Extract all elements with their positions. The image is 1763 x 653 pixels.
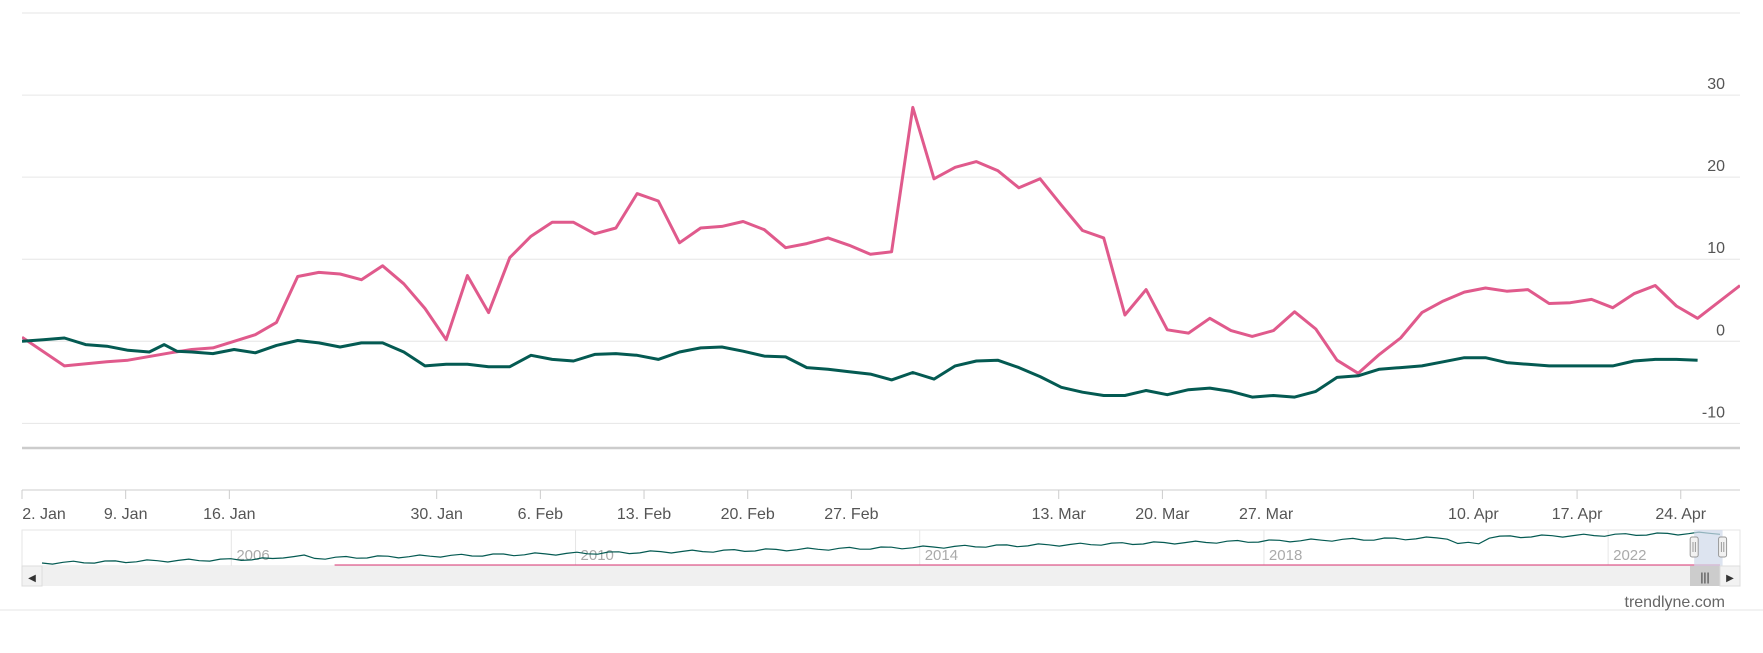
x-tick-label: 9. Jan bbox=[104, 506, 148, 523]
y-tick-label: 30 bbox=[1707, 76, 1725, 93]
navigator-year-label: 2018 bbox=[1269, 547, 1302, 564]
credit-link[interactable]: trendlyne.com bbox=[1625, 594, 1726, 611]
x-tick-label: 17. Apr bbox=[1552, 506, 1603, 523]
x-tick-label: 13. Mar bbox=[1032, 506, 1087, 523]
navigator-handle-left[interactable] bbox=[1689, 536, 1699, 558]
scrollbar-right-button[interactable] bbox=[1719, 565, 1741, 587]
navigator[interactable]: 2006 2010 2014 2018 2022 bbox=[21, 529, 1741, 567]
x-tick-label: 30. Jan bbox=[410, 506, 462, 523]
x-tick-label: 10. Apr bbox=[1448, 506, 1499, 523]
handle-box[interactable] bbox=[1718, 536, 1728, 558]
x-tick-label: 20. Feb bbox=[721, 506, 775, 523]
series-line-a bbox=[22, 105, 1740, 375]
x-tick-label: 20. Mar bbox=[1135, 506, 1190, 523]
navigator-series-b bbox=[41, 531, 1721, 565]
x-tick-label: 27. Mar bbox=[1239, 506, 1294, 523]
scrollbar-left-button[interactable] bbox=[21, 565, 43, 587]
x-tick-label: 6. Feb bbox=[518, 506, 563, 523]
x-tick-label: 2. Jan bbox=[22, 506, 66, 523]
y-tick-label: 0 bbox=[1716, 322, 1725, 339]
x-tick-label: 24. Apr bbox=[1655, 506, 1706, 523]
scrollbar-track[interactable] bbox=[22, 566, 1740, 586]
navigator-year-label: 2010 bbox=[581, 547, 614, 564]
y-tick-label: 20 bbox=[1707, 158, 1725, 175]
navigator-area[interactable] bbox=[21, 529, 1741, 567]
navigator-year-label: 2022 bbox=[1613, 547, 1646, 564]
scrollbar-thumb[interactable] bbox=[1690, 566, 1720, 586]
x-tick-label: 27. Feb bbox=[824, 506, 878, 523]
series-lines bbox=[22, 105, 1740, 399]
handle-box[interactable] bbox=[1689, 536, 1699, 558]
scrollbar-left-arrow-icon: ◀ bbox=[28, 573, 36, 584]
series-line-b bbox=[22, 336, 1698, 399]
scrollbar[interactable]: ◀ ||| ▶ bbox=[21, 565, 1741, 587]
x-tick-label: 13. Feb bbox=[617, 506, 671, 523]
navigator-selection[interactable] bbox=[1694, 530, 1723, 566]
y-tick-label: -10 bbox=[1702, 404, 1725, 421]
navigator-year-label: 2006 bbox=[236, 547, 269, 564]
grid-lines bbox=[22, 94, 1740, 424]
scrollbar-grip-icon: ||| bbox=[1700, 570, 1709, 584]
x-tick-label: 16. Jan bbox=[203, 506, 255, 523]
y-axis-ticks: 30 20 10 0 -10 bbox=[1702, 76, 1725, 421]
scrollbar-right-arrow-icon: ▶ bbox=[1726, 573, 1734, 584]
navigator-year-label: 2014 bbox=[925, 547, 958, 564]
navigator-handle-right[interactable] bbox=[1718, 536, 1728, 558]
x-axis-ticks: 2. Jan 9. Jan 16. Jan 30. Jan 6. Feb 13. Feb 2… bbox=[21, 490, 1707, 523]
y-tick-label: 10 bbox=[1707, 240, 1725, 257]
